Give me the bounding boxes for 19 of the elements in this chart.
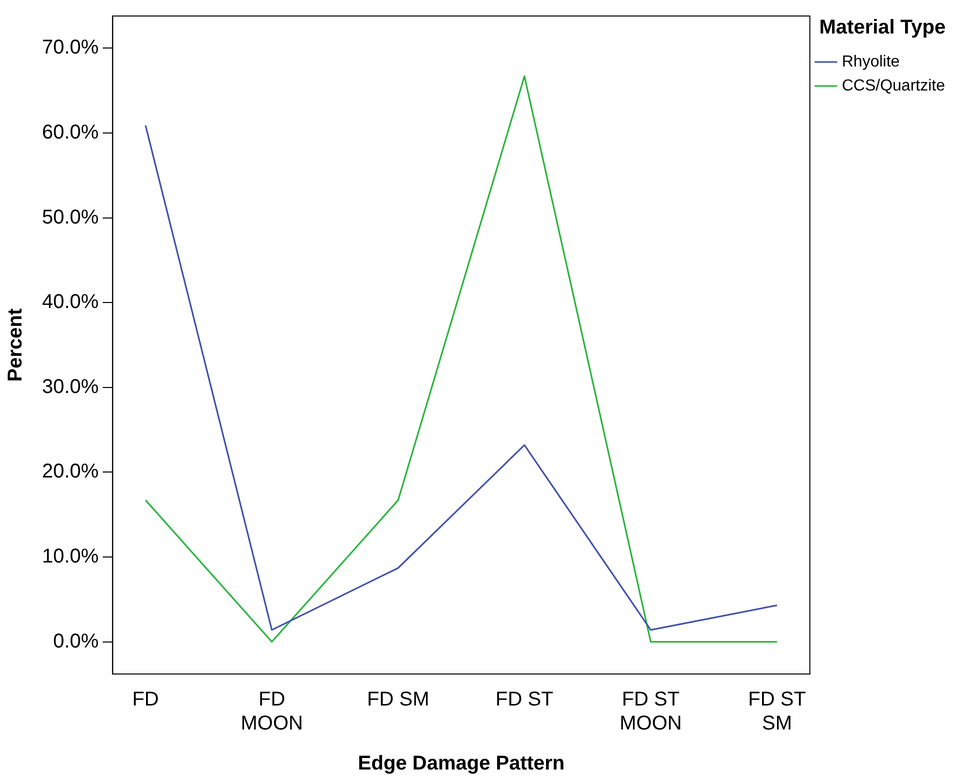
- y-tick-label: 0.0%: [53, 630, 99, 652]
- x-tick-label: FD MOON: [240, 688, 303, 735]
- y-tick-label: 50.0%: [42, 206, 99, 228]
- legend-label: CCS/Quartzite: [842, 77, 946, 94]
- y-tick-label: 70.0%: [42, 36, 99, 59]
- x-tick-label: FD ST SM: [748, 688, 806, 735]
- legend-title: Material Type: [819, 16, 946, 39]
- y-tick-label: 60.0%: [42, 122, 99, 144]
- x-tick-label: FD: [132, 688, 159, 711]
- x-tick-label: FD ST: [496, 688, 554, 711]
- y-axis-title: Percent: [4, 308, 27, 382]
- x-axis-title: Edge Damage Pattern: [358, 752, 565, 775]
- y-tick-label: 10.0%: [42, 546, 99, 568]
- y-tick-label: 20.0%: [42, 460, 99, 483]
- y-tick-label: 40.0%: [42, 291, 99, 314]
- y-tick-label: 30.0%: [42, 376, 99, 398]
- legend-label: Rhyolite: [842, 53, 900, 70]
- x-tick-label: FD SM: [367, 688, 430, 711]
- x-tick-label: FD ST MOON: [620, 688, 682, 735]
